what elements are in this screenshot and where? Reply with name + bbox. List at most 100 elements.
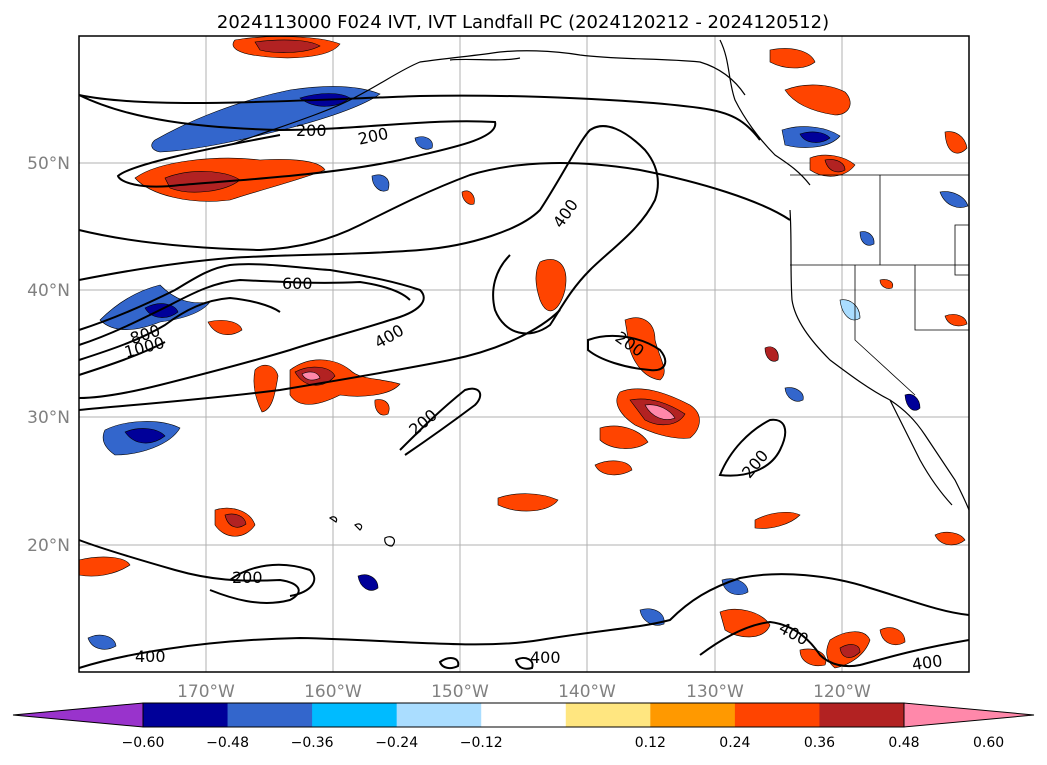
us-west-coast (789, 209, 970, 511)
map-border (78, 35, 970, 673)
anomaly-blob (124, 428, 166, 444)
contour-line (78, 162, 791, 252)
canada-coast (719, 39, 811, 186)
lon-tick-label: 130°W (686, 682, 744, 702)
anomaly-blob (78, 556, 131, 577)
contour-label: 400 (135, 647, 166, 666)
contour-label: 600 (282, 274, 313, 293)
alaska-coast (229, 50, 746, 146)
colorbar-segment (312, 703, 398, 727)
anomaly-blob (301, 371, 321, 381)
colorbar-extend-high (903, 702, 1035, 728)
contour-line (78, 125, 659, 335)
contour-label: 200 (296, 121, 327, 140)
colorbar-tick-label: −0.24 (375, 735, 418, 751)
anomaly-blob (599, 425, 649, 449)
anomaly-blob (934, 531, 966, 546)
lon-tick-label: 140°W (558, 682, 616, 702)
anomaly-blob (769, 48, 816, 69)
colorbar-tick-label: −0.60 (122, 735, 165, 751)
anomaly-blob (839, 644, 861, 658)
colorbar-segment (396, 703, 482, 727)
anomaly-blob (944, 131, 968, 154)
colorbar-extend-low (12, 702, 144, 728)
contour-line (78, 94, 497, 188)
anomaly-blob (357, 574, 379, 591)
colorbar: −0.60 −0.48 −0.36 −0.24 −0.12 0.12 0.24 0.36 0.4… (12, 702, 1035, 751)
lon-tick-labels: 170°W 160°W 150°W 140°W 130°W 120°W (177, 682, 871, 702)
colorbar-tick-label: −0.48 (206, 735, 249, 751)
colorbar-tick-label: 0.24 (719, 735, 750, 751)
anomaly-blob (939, 191, 969, 208)
colorbar-segment (227, 703, 313, 727)
contour-line (78, 296, 281, 361)
colorbar-tick-label: 0.36 (804, 735, 835, 751)
lat-tick-label: 40°N (27, 281, 70, 301)
alaska-islands (449, 57, 521, 61)
contour-line (78, 94, 761, 141)
anomaly-blob (535, 259, 567, 312)
anomaly-blob (414, 136, 433, 150)
anomaly-blob (784, 84, 851, 116)
anomaly-blob (497, 493, 559, 512)
contour-line (78, 539, 300, 604)
anomaly-blob (784, 387, 804, 402)
coastlines (229, 39, 970, 547)
anomaly-blob (461, 190, 475, 205)
colorbar-segment (143, 703, 229, 727)
negative-anomaly-fields (87, 86, 969, 650)
anomaly-blob (944, 314, 968, 327)
contour-label: 400 (530, 648, 561, 667)
contour-label: 400 (911, 651, 944, 674)
contour-line (399, 387, 482, 456)
contour-line (78, 573, 970, 669)
contour-line (587, 334, 667, 372)
colorbar-segment (819, 703, 905, 727)
contour-line (514, 657, 534, 670)
anomaly-blob (374, 399, 390, 416)
anomaly-blob (254, 39, 321, 53)
lon-tick-label: 120°W (813, 682, 871, 702)
anomaly-blob (644, 404, 676, 420)
anomaly-blob (371, 174, 390, 192)
anomaly-blob (859, 231, 875, 246)
colorbar-segment (481, 703, 567, 727)
figure-title: 2024113000 F024 IVT, IVT Landfall PC (20… (217, 12, 829, 33)
anomaly-blob (639, 608, 665, 626)
contour-line (229, 563, 316, 597)
contour-line (78, 341, 166, 376)
colorbar-segment (734, 703, 820, 727)
lon-tick-label: 160°W (304, 682, 362, 702)
colorbar-tick-label: −0.36 (291, 735, 334, 751)
colorbar-frame (142, 702, 905, 728)
colorbar-tick-label: 0.60 (973, 735, 1004, 751)
anomaly-blob (904, 393, 921, 411)
anomaly-blob (594, 460, 633, 476)
lat-tick-labels: 20°N 30°N 40°N 50°N (27, 154, 70, 556)
contour-line (78, 278, 411, 346)
ivt-contours (78, 94, 970, 670)
anomaly-blob (824, 159, 846, 173)
baja-coast (889, 399, 953, 506)
colorbar-segment (565, 703, 651, 727)
colorbar-segment (650, 703, 736, 727)
anomaly-blob (879, 627, 906, 645)
lat-tick-label: 30°N (27, 408, 70, 428)
anomaly-blob (799, 131, 831, 143)
anomaly-blob (764, 346, 779, 362)
anomaly-blob (224, 513, 247, 528)
anomaly-blob (87, 634, 117, 650)
colorbar-tick-label: 0.48 (888, 735, 919, 751)
colorbar-tick-label: −0.12 (460, 735, 503, 751)
anomaly-blob (879, 279, 893, 289)
lon-tick-label: 150°W (431, 682, 489, 702)
contour-line (438, 657, 460, 670)
lat-tick-label: 20°N (27, 536, 70, 556)
contour-line (699, 620, 970, 668)
lat-tick-label: 50°N (27, 154, 70, 174)
contour-line (78, 263, 425, 399)
contour-line (718, 418, 787, 477)
colorbar-tick-label: 0.12 (635, 735, 666, 751)
contour-line (78, 309, 561, 411)
